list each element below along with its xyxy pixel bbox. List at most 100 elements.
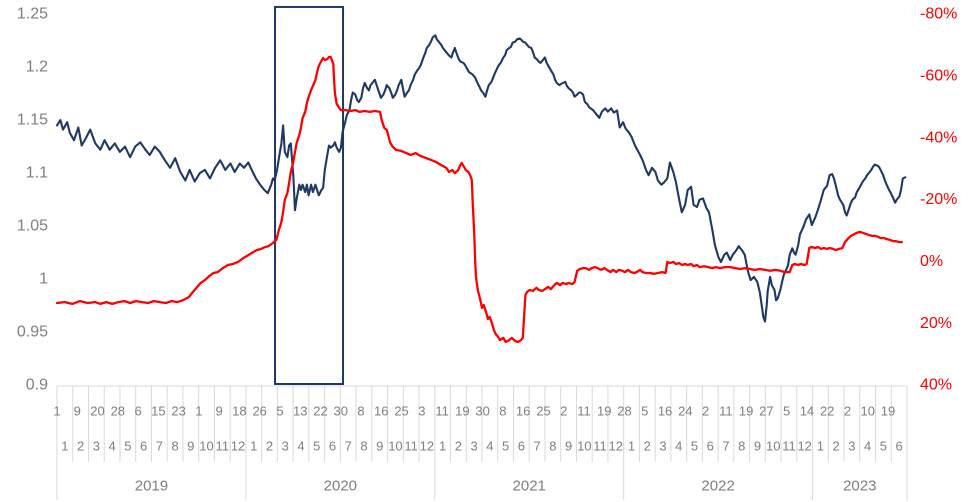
x-axis-month-label: 3 [848,439,855,454]
x-axis-day-label: 1 [195,404,202,419]
x-axis-day-label: 1 [53,404,60,419]
x-axis-month-label: 2 [644,439,651,454]
x-axis-month-label: 7 [156,439,163,454]
x-axis-month-label: 3 [659,439,666,454]
x-axis-month-label: 10 [388,439,402,454]
x-axis-year-label: 2019 [135,477,168,494]
left-axis-tick-label: 1.15 [17,112,48,129]
x-axis-day-label: 20 [90,404,104,419]
x-axis-day-label: 9 [74,404,81,419]
x-axis-day-label: 8 [499,404,506,419]
x-axis-day-label: 30 [475,404,489,419]
x-axis-day-label: 30 [334,404,348,419]
x-axis-day-label: 5 [641,404,648,419]
x-axis-year-label: 2023 [843,477,876,494]
x-axis-day-label: 19 [739,404,753,419]
x-axis-month-label: 3 [471,439,478,454]
x-axis-month-label: 11 [782,439,796,454]
red-series-line [55,55,904,344]
x-axis-month-label: 1 [817,439,824,454]
x-axis-month-label: 9 [754,439,761,454]
x-axis-month-label: 11 [593,439,607,454]
x-axis-day-label: 5 [276,404,283,419]
x-axis-day-label: 8 [357,404,364,419]
x-axis-month-label: 4 [675,439,682,454]
x-axis-month-label: 9 [187,439,194,454]
x-axis-month-label: 4 [297,439,304,454]
x-axis-month-label: 3 [282,439,289,454]
x-axis-month-label: 5 [880,439,887,454]
x-axis-month-label: 4 [486,439,493,454]
x-axis-day-label: 19 [455,404,469,419]
right-axis-tick-label: -60% [920,67,957,84]
x-axis-month-label: 3 [93,439,100,454]
x-axis-month-label: 10 [199,439,213,454]
x-axis-day-label: 10 [860,404,874,419]
x-axis-month-label: 6 [707,439,714,454]
x-axis-day-label: 11 [435,404,449,419]
highlight-box [274,5,345,385]
x-axis-day-label: 22 [313,404,327,419]
x-axis-month-label: 1 [250,439,257,454]
x-axis-day-label: 15 [151,404,165,419]
x-axis-day-label: 9 [216,404,223,419]
x-axis-day-label: 5 [783,404,790,419]
x-axis-day-label: 6 [134,404,141,419]
left-axis-tick-label: 1 [39,271,48,288]
x-axis-day-label: 2 [844,404,851,419]
x-axis-month-label: 9 [376,439,383,454]
x-axis-day-label: 11 [719,404,733,419]
x-axis-month-label: 12 [797,439,811,454]
x-axis-month-label: 5 [691,439,698,454]
x-axis-month-label: 4 [108,439,115,454]
x-axis-month-label: 1 [628,439,635,454]
x-axis-day-label: 19 [881,404,895,419]
x-axis-year-label: 2020 [324,477,357,494]
x-axis-month-label: 10 [766,439,780,454]
x-axis-month-label: 6 [896,439,903,454]
x-axis-month-label: 7 [533,439,540,454]
x-axis-month-label: 6 [329,439,336,454]
x-axis-day-label: 23 [171,404,185,419]
x-axis-month-label: 5 [502,439,509,454]
x-axis-year-label: 2021 [513,477,546,494]
x-axis-day-label: 11 [577,404,591,419]
x-axis-day-label: 18 [232,404,246,419]
right-axis-tick-label: -20% [920,191,957,208]
x-axis-month-label: 1 [439,439,446,454]
right-axis-tick-label: -40% [920,129,957,146]
x-axis-month-label: 2 [77,439,84,454]
x-axis-day-label: 26 [252,404,266,419]
x-axis-day-label: 2 [560,404,567,419]
x-axis-day-label: 19 [597,404,611,419]
x-axis-month-label: 8 [360,439,367,454]
x-axis-day-label: 3 [418,404,425,419]
right-axis-tick-label: -80% [920,6,957,23]
x-axis-day-label: 25 [394,404,408,419]
x-axis-month-label: 10 [577,439,591,454]
x-axis-month-label: 9 [565,439,572,454]
x-axis-month-label: 6 [518,439,525,454]
x-axis-day-label: 16 [658,404,672,419]
x-axis-day-label: 14 [800,404,814,419]
right-axis-tick-label: 20% [920,315,952,332]
x-axis-month-label: 2 [266,439,273,454]
x-axis-day-label: 16 [374,404,388,419]
x-axis-day-label: 16 [516,404,530,419]
x-axis-day-label: 25 [536,404,550,419]
x-axis-month-label: 2 [833,439,840,454]
navy-series-line [55,34,907,323]
x-axis-month-label: 4 [864,439,871,454]
x-axis-day-label: 28 [111,404,125,419]
x-axis-month-label: 11 [404,439,418,454]
x-axis-month-label: 8 [171,439,178,454]
x-axis-month-label: 7 [722,439,729,454]
x-axis-month-label: 8 [549,439,556,454]
x-axis-month-label: 8 [738,439,745,454]
x-axis-day-label: 13 [293,404,307,419]
x-axis-year-label: 2022 [701,477,734,494]
right-axis-tick-label: 0% [920,253,943,270]
left-axis-tick-label: 1.05 [17,218,48,235]
